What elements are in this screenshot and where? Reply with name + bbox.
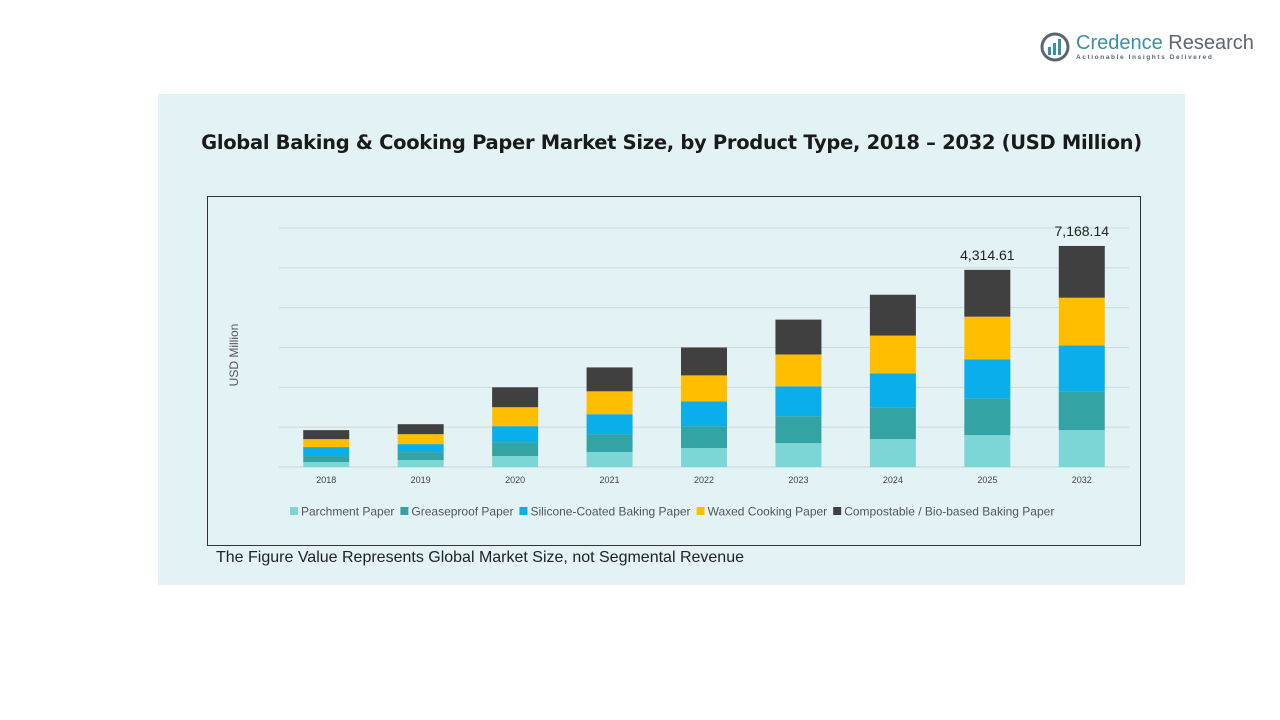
bar-segment: [964, 359, 1011, 399]
bar-segment: [492, 387, 539, 408]
bar-segment: [586, 434, 633, 453]
bar-segment: [397, 424, 444, 435]
x-tick-label: 2024: [883, 475, 903, 485]
bar-segment: [397, 444, 444, 453]
bar-segment: [869, 335, 916, 374]
footnote: The Figure Value Represents Global Marke…: [216, 549, 744, 566]
y-axis-label: USD Million: [227, 324, 241, 387]
legend-label: Greaseproof Paper: [411, 505, 513, 519]
legend-swatch: [290, 507, 298, 515]
bar-segment: [964, 269, 1011, 317]
bar-segment: [303, 447, 350, 457]
bar-segment: [397, 452, 444, 461]
bar-segment: [586, 414, 633, 435]
x-tick-label: 2022: [694, 475, 714, 485]
bar-segment: [869, 439, 916, 467]
stacked-bar-chart: 2018 2019 2020 2021 2022 2023 2024 2025 4,314.61…: [227, 223, 1129, 519]
bar-segment: [397, 460, 444, 467]
chart-title: Global Baking & Cooking Paper Market Siz…: [201, 131, 1142, 154]
chart-box: 2018 2019 2020 2021 2022 2023 2024 2025 4,314.61…: [207, 196, 1141, 546]
bar-segment: [681, 347, 727, 376]
chart-panel: Global Baking & Cooking Paper Market Siz…: [158, 94, 1185, 585]
bar-segment: [303, 462, 350, 467]
bar-segment: [303, 439, 350, 448]
legend-swatch: [696, 507, 705, 515]
bar-segment: [586, 391, 633, 415]
x-tick-label: 2019: [411, 475, 431, 485]
logo-icon: [1040, 32, 1070, 62]
x-tick-label: 2025: [977, 475, 997, 485]
bar-segment: [775, 386, 822, 417]
bar-segment: [492, 456, 539, 467]
legend-label: Parchment Paper: [301, 505, 394, 519]
bar-segment: [303, 430, 350, 440]
legend-swatch: [400, 507, 409, 515]
bar-segment: [586, 367, 633, 392]
x-tick-label: 2018: [316, 475, 336, 485]
x-tick-label: 2021: [600, 475, 620, 485]
bar-segment: [681, 375, 727, 402]
bar-segment: [1058, 345, 1105, 392]
bar-segment: [492, 442, 539, 457]
legend-swatch: [519, 507, 528, 515]
x-tick-label: 2032: [1072, 475, 1092, 485]
total-label: 7,168.14: [1055, 223, 1110, 239]
brand-tagline: Actionable Insights Delivered: [1076, 53, 1214, 61]
bar-segment: [1058, 391, 1105, 431]
bar-segment: [492, 426, 539, 443]
bar-segment: [775, 319, 822, 355]
bar-segment: [775, 416, 822, 444]
bar-segment: [1058, 297, 1105, 346]
legend-label: Waxed Cooking Paper: [708, 505, 828, 519]
x-tick-label: 2023: [788, 475, 808, 485]
bar-segment: [492, 407, 539, 427]
bar-segment: [964, 398, 1011, 436]
total-label: 4,314.61: [960, 247, 1015, 263]
bar-segment: [681, 426, 727, 449]
brand-name-1: Credence: [1076, 31, 1163, 54]
bar-segment: [586, 452, 633, 467]
legend-label: Compostable / Bio-based Baking Paper: [844, 505, 1054, 519]
bar-segment: [964, 316, 1011, 360]
bar-segment: [775, 443, 822, 467]
brand-name-2: Research: [1168, 31, 1254, 54]
bar-segment: [1058, 245, 1105, 298]
legend-label: Silicone-Coated Baking Paper: [530, 505, 690, 519]
bar-segment: [869, 407, 916, 440]
bar-segment: [869, 294, 916, 336]
bar-segment: [775, 354, 822, 387]
bar-segment: [869, 373, 916, 408]
x-tick-label: 2020: [505, 475, 525, 485]
bar-segment: [681, 448, 727, 467]
legend-swatch: [833, 507, 842, 515]
bar-segment: [1058, 430, 1105, 467]
bar-segment: [303, 456, 350, 463]
bar-segment: [681, 401, 727, 427]
bar-segment: [964, 435, 1011, 467]
brand-logo: Credence Research Actionable Insights De…: [1040, 32, 1254, 62]
bar-segment: [397, 434, 444, 445]
